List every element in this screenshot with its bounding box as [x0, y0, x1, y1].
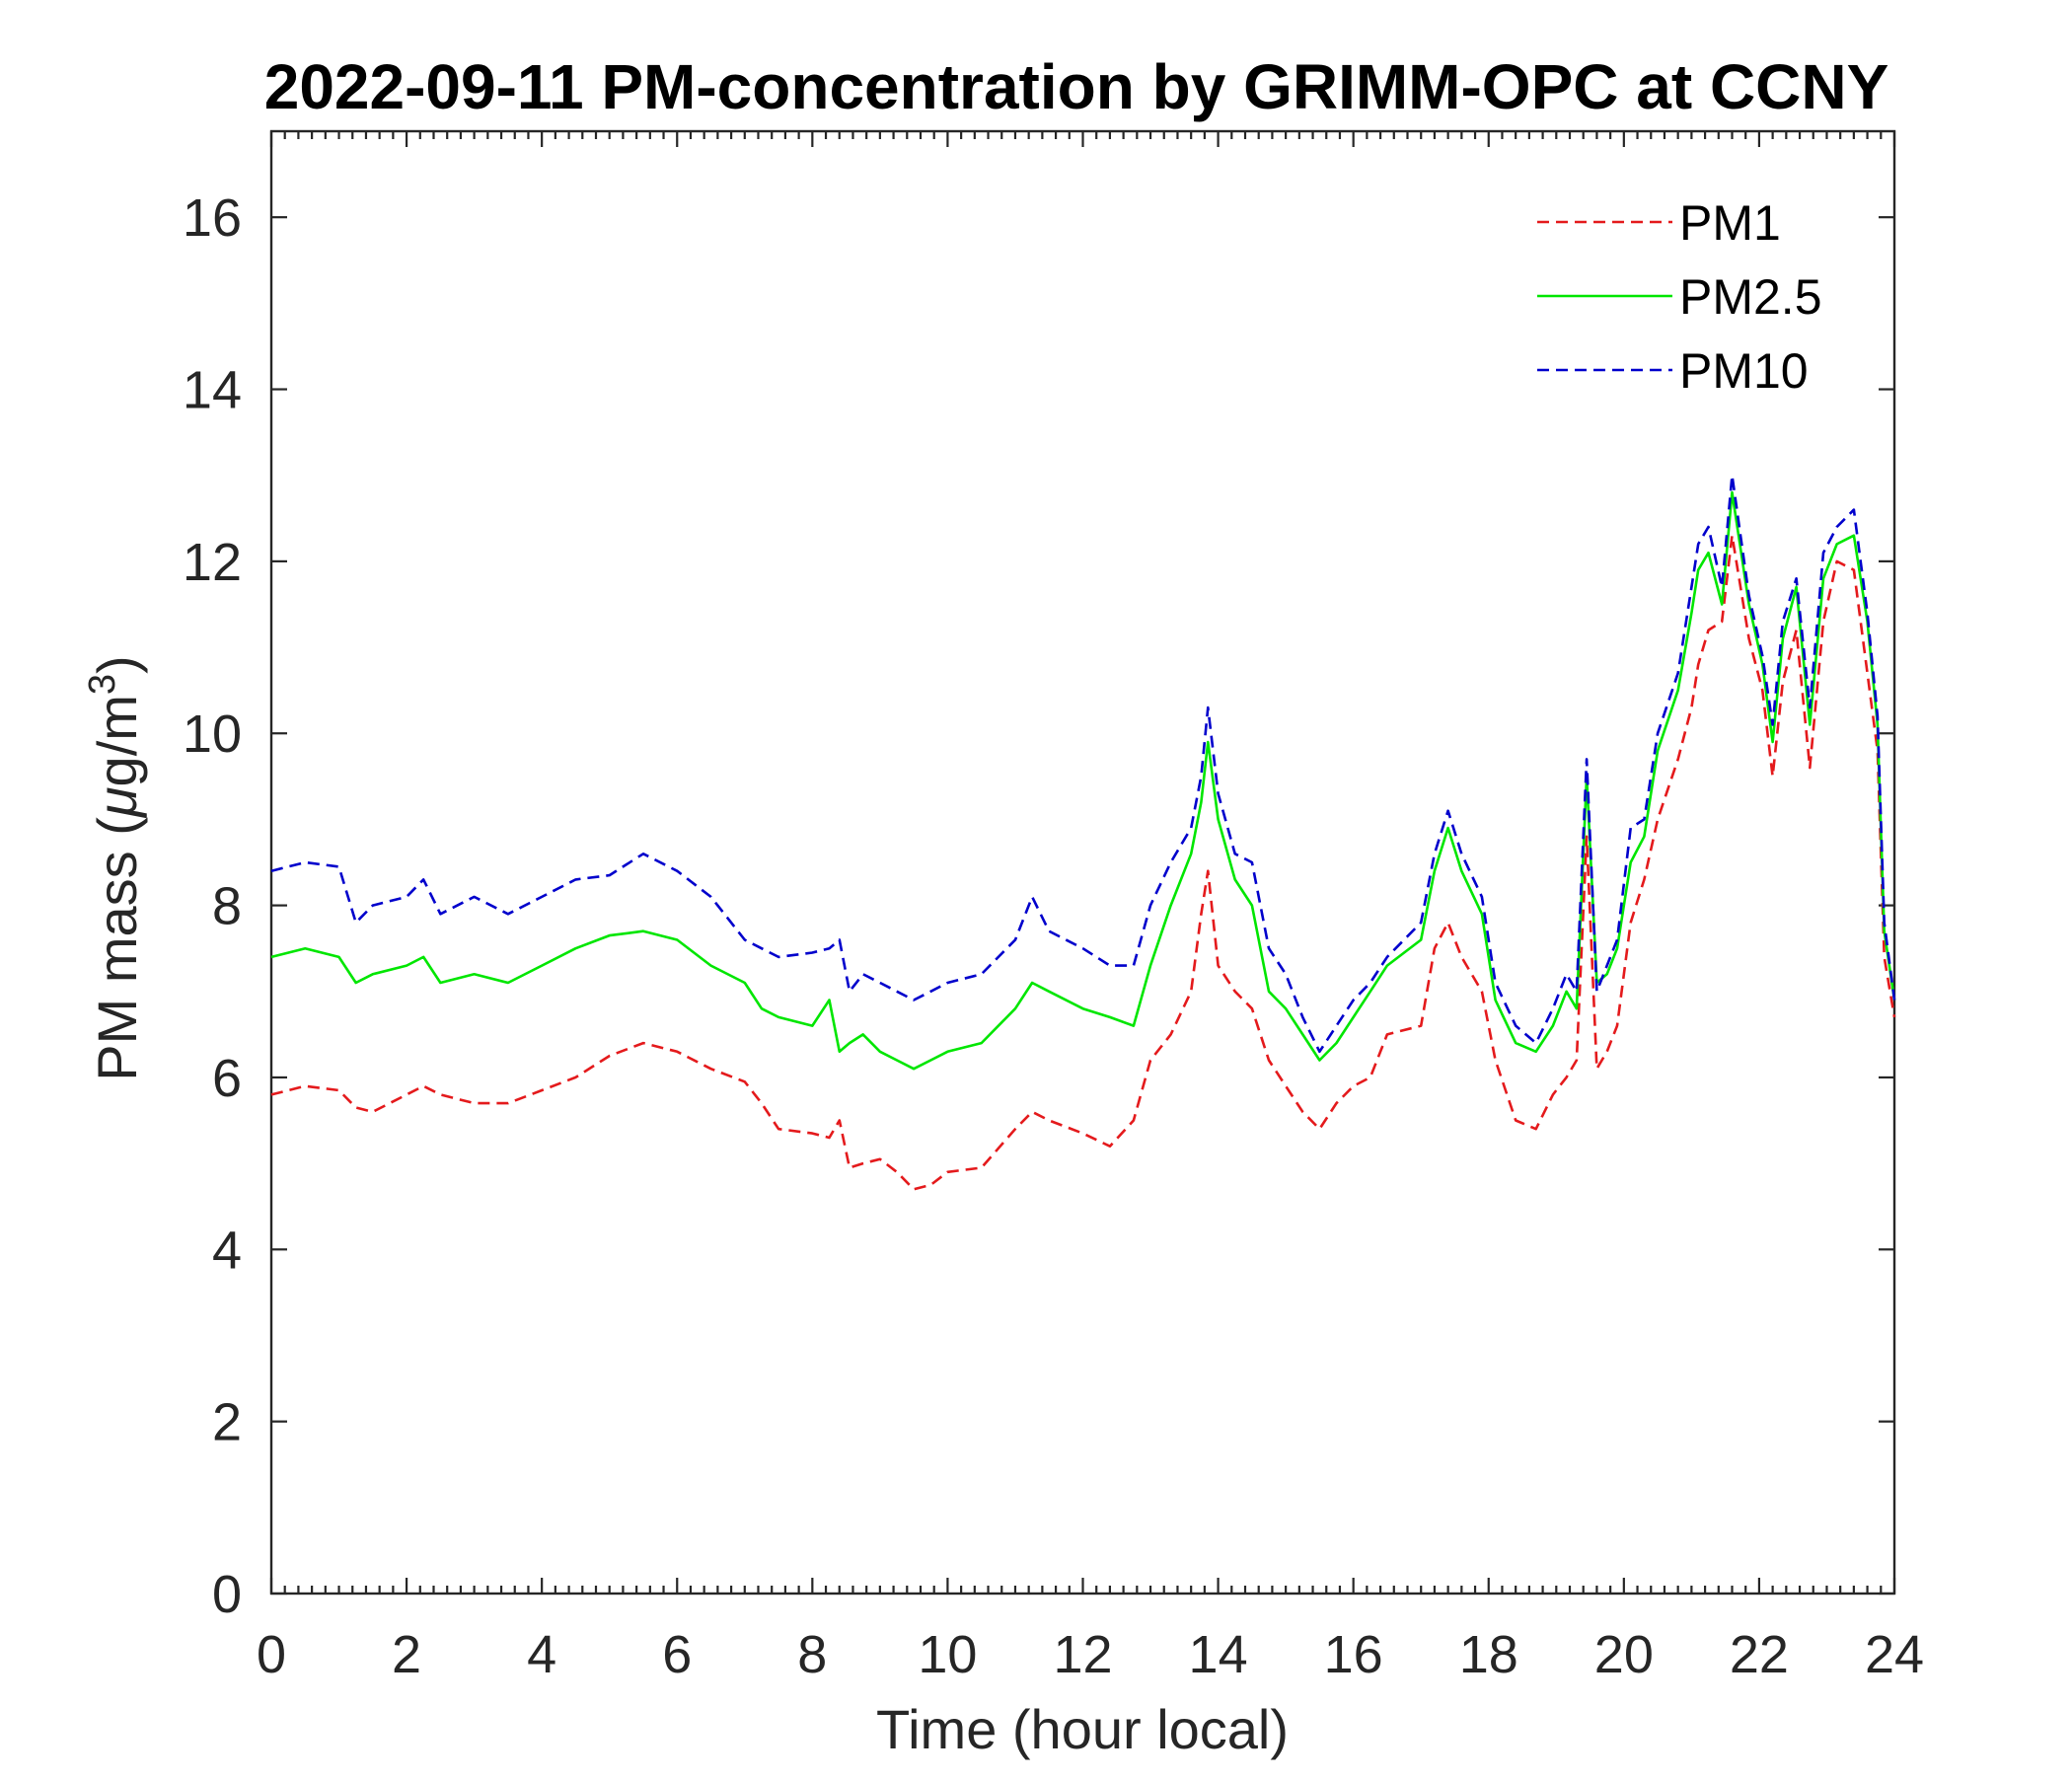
y-tick-label: 10 — [183, 705, 242, 764]
x-tick-label: 22 — [1730, 1625, 1789, 1684]
y-axis-label-mu: μ — [86, 786, 148, 819]
y-tick-label: 0 — [212, 1565, 242, 1624]
legend-label-pm1: PM1 — [1679, 195, 1781, 251]
x-tick-label: 12 — [1053, 1625, 1112, 1684]
y-tick-label: 6 — [212, 1049, 242, 1108]
y-tick-label: 14 — [183, 361, 242, 420]
y-tick-label: 12 — [183, 533, 242, 592]
x-tick-label: 6 — [662, 1625, 692, 1684]
y-axis-ticks — [271, 216, 1894, 1595]
x-tick-label: 18 — [1459, 1625, 1518, 1684]
x-tick-label: 0 — [257, 1625, 286, 1684]
y-axis-label-superscript: 3 — [82, 674, 123, 695]
y-axis-tick-labels: 0 2 4 6 8 10 12 14 16 — [183, 188, 242, 1624]
y-axis-label-prefix: PM mass ( — [86, 817, 148, 1081]
x-tick-label: 14 — [1189, 1625, 1248, 1684]
x-tick-label: 8 — [797, 1625, 827, 1684]
y-tick-label: 16 — [183, 188, 242, 248]
y-axis-label-unit: g/m — [86, 695, 148, 786]
y-tick-label: 4 — [212, 1221, 242, 1280]
x-axis-tick-labels: 0 2 4 6 8 10 12 14 16 18 20 22 24 — [257, 1625, 1924, 1684]
chart-title: 2022-09-11 PM-concentration by GRIMM-OPC… — [264, 51, 1889, 122]
x-tick-label: 16 — [1324, 1625, 1383, 1684]
x-axis-ticks — [269, 131, 1896, 1594]
series-lines — [270, 474, 1896, 1191]
series-line-pm2-5 — [270, 490, 1896, 1071]
y-tick-label: 2 — [212, 1393, 242, 1452]
x-tick-label: 4 — [527, 1625, 556, 1684]
y-axis-label-suffix: ) — [86, 655, 148, 674]
y-axis-label: PM mass (μg/m3) — [82, 655, 148, 1080]
legend-label-pm2-5: PM2.5 — [1679, 269, 1822, 325]
y-tick-label: 8 — [212, 877, 242, 936]
x-axis-label: Time (hour local) — [876, 1698, 1289, 1760]
chart-legend: PM1 PM2.5 PM10 — [1537, 195, 1822, 399]
x-tick-label: 20 — [1594, 1625, 1654, 1684]
x-tick-label: 2 — [392, 1625, 421, 1684]
legend-label-pm10: PM10 — [1679, 343, 1809, 399]
x-tick-label: 10 — [918, 1625, 977, 1684]
series-line-pm10 — [270, 474, 1896, 1054]
series-line-pm1 — [270, 534, 1896, 1191]
x-tick-label: 24 — [1865, 1625, 1924, 1684]
